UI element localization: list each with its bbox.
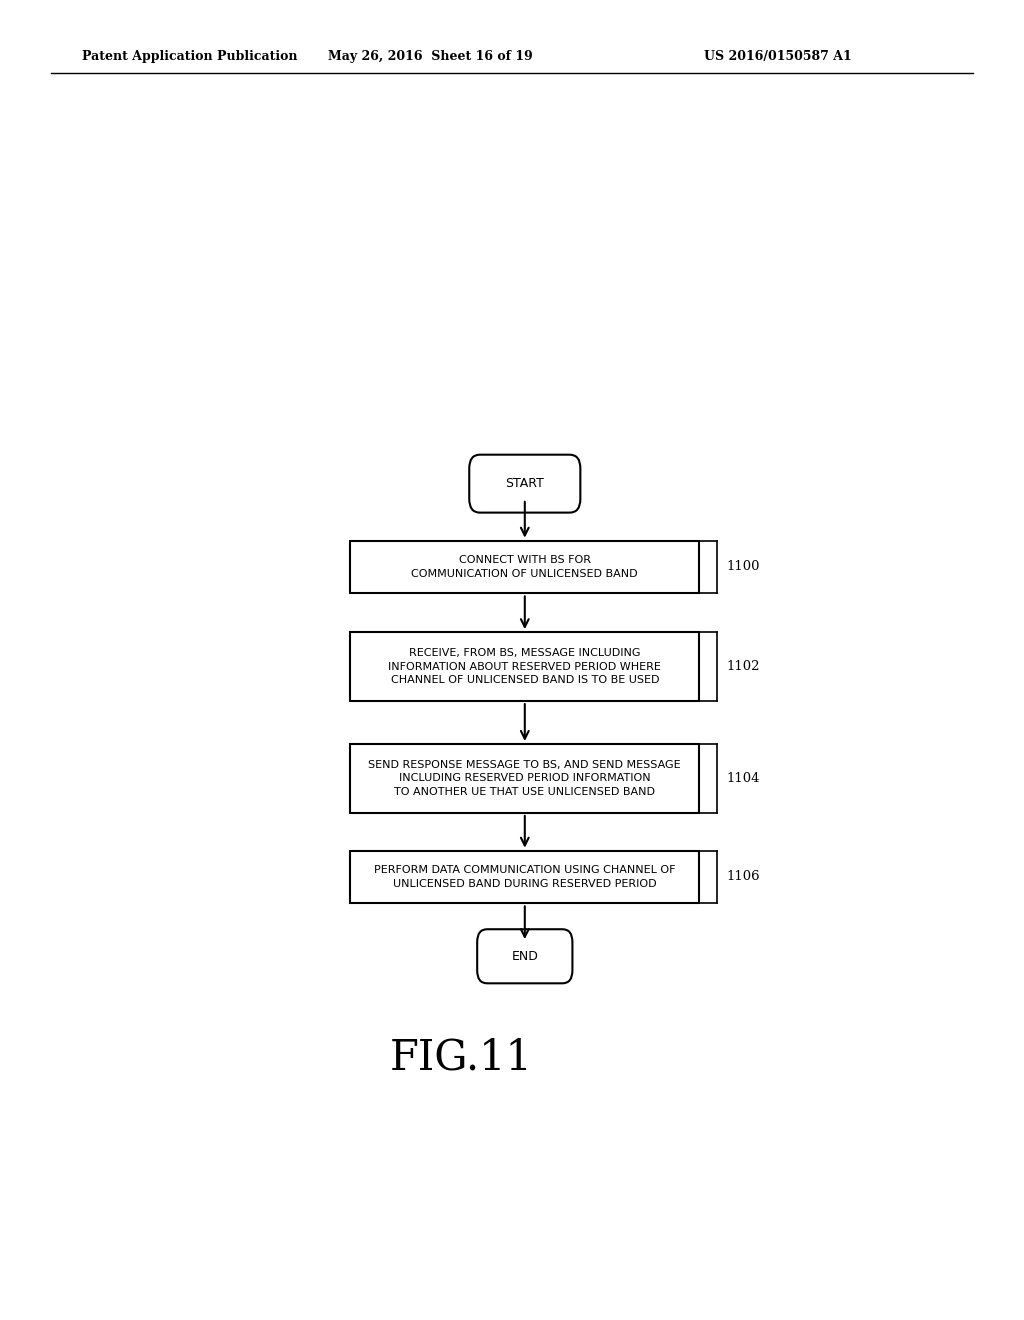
Text: 1100: 1100 xyxy=(726,561,760,573)
FancyBboxPatch shape xyxy=(469,454,581,512)
Text: 1106: 1106 xyxy=(726,870,760,883)
Text: FIG.11: FIG.11 xyxy=(390,1038,532,1078)
Bar xyxy=(350,541,699,594)
Text: SEND RESPONSE MESSAGE TO BS, AND SEND MESSAGE
INCLUDING RESERVED PERIOD INFORMAT: SEND RESPONSE MESSAGE TO BS, AND SEND ME… xyxy=(369,760,681,796)
Text: RECEIVE, FROM BS, MESSAGE INCLUDING
INFORMATION ABOUT RESERVED PERIOD WHERE
CHAN: RECEIVE, FROM BS, MESSAGE INCLUDING INFO… xyxy=(388,648,662,685)
Text: US 2016/0150587 A1: US 2016/0150587 A1 xyxy=(705,50,852,63)
Text: 1104: 1104 xyxy=(726,772,760,785)
Text: 1102: 1102 xyxy=(726,660,760,673)
Text: START: START xyxy=(506,477,544,490)
Text: END: END xyxy=(511,950,539,962)
Bar xyxy=(350,632,699,701)
FancyBboxPatch shape xyxy=(477,929,572,983)
Text: PERFORM DATA COMMUNICATION USING CHANNEL OF
UNLICENSED BAND DURING RESERVED PERI: PERFORM DATA COMMUNICATION USING CHANNEL… xyxy=(374,866,676,888)
Text: May 26, 2016  Sheet 16 of 19: May 26, 2016 Sheet 16 of 19 xyxy=(328,50,532,63)
Text: Patent Application Publication: Patent Application Publication xyxy=(82,50,297,63)
Text: CONNECT WITH BS FOR
COMMUNICATION OF UNLICENSED BAND: CONNECT WITH BS FOR COMMUNICATION OF UNL… xyxy=(412,556,638,578)
Bar xyxy=(350,850,699,903)
Bar xyxy=(350,744,699,813)
